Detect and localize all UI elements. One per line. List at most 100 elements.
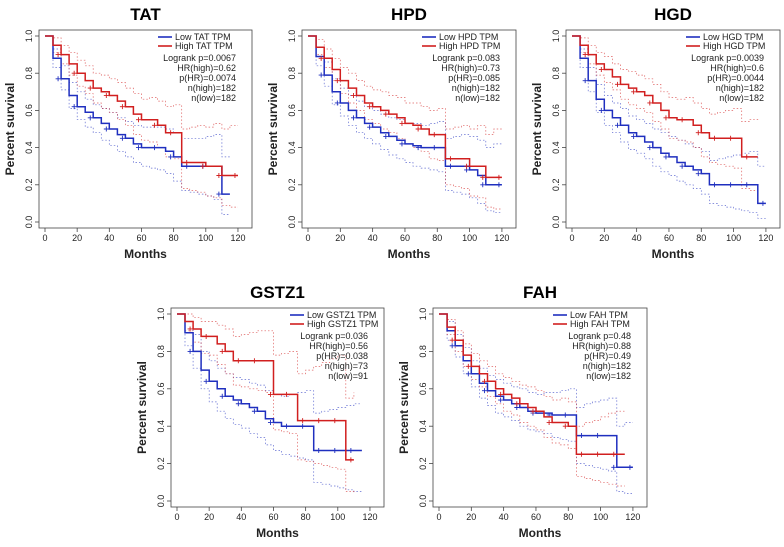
censor-mark-low bbox=[152, 145, 158, 151]
y-tick-label: 1.0 bbox=[156, 308, 166, 321]
censor-mark-high bbox=[464, 163, 470, 169]
censor-mark-high bbox=[168, 130, 174, 136]
censor-mark-low bbox=[728, 182, 734, 188]
y-tick-label: 0.0 bbox=[156, 495, 166, 508]
censor-mark-high bbox=[348, 457, 354, 463]
censor-mark-low bbox=[663, 154, 669, 160]
legend-label: Low HPD TPM bbox=[439, 32, 498, 42]
censor-mark-low bbox=[216, 191, 222, 197]
ci-lower-high bbox=[45, 35, 238, 208]
y-tick-label: 0.2 bbox=[287, 179, 297, 192]
y-tick-label: 0.4 bbox=[418, 420, 428, 433]
censor-mark-low bbox=[711, 182, 717, 188]
panel-title: TAT bbox=[130, 5, 161, 24]
censor-mark-low bbox=[598, 107, 604, 113]
stat-line: n(low)=182 bbox=[191, 93, 236, 103]
stat-line: p(HR)=0.0074 bbox=[179, 73, 236, 83]
survival-curve-high bbox=[439, 313, 625, 456]
y-tick-label: 0.2 bbox=[418, 457, 428, 470]
ci-upper-low bbox=[177, 313, 362, 414]
censor-mark-low bbox=[367, 124, 373, 130]
censor-mark-low bbox=[55, 76, 61, 82]
y-tick-label: 1.0 bbox=[287, 30, 297, 43]
x-tick-label: 20 bbox=[72, 233, 82, 243]
stat-line: Logrank p=0.0039 bbox=[691, 53, 764, 63]
censor-mark-high bbox=[235, 358, 241, 364]
x-tick-label: 80 bbox=[301, 512, 311, 522]
censor-mark-low bbox=[383, 133, 389, 139]
x-tick-label: 40 bbox=[236, 512, 246, 522]
survival-curve-low bbox=[439, 313, 633, 469]
x-tick-label: 0 bbox=[569, 233, 574, 243]
x-tick-label: 20 bbox=[204, 512, 214, 522]
y-tick-label: 0.4 bbox=[156, 420, 166, 433]
stat-line: HR(high)=0.62 bbox=[177, 63, 236, 73]
censor-mark-low bbox=[348, 448, 354, 454]
censor-mark-low bbox=[350, 115, 356, 121]
stat-line: n(high)=73 bbox=[325, 361, 368, 371]
censor-mark-high bbox=[332, 418, 338, 424]
stat-line: n(low)=182 bbox=[586, 371, 631, 381]
censor-mark-high bbox=[383, 111, 389, 117]
stat-line: Logrank p=0.0067 bbox=[163, 53, 236, 63]
stat-line: n(high)=182 bbox=[716, 83, 764, 93]
censor-mark-high bbox=[582, 52, 588, 58]
x-tick-label: 60 bbox=[531, 512, 541, 522]
ci-upper-high bbox=[572, 35, 759, 122]
censor-mark-high bbox=[284, 391, 290, 397]
censor-mark-low bbox=[582, 78, 588, 84]
legend-label: Low GSTZ1 TPM bbox=[307, 310, 376, 320]
survival-curve-high bbox=[308, 35, 502, 179]
y-tick-label: 0.6 bbox=[287, 104, 297, 117]
stat-line: HR(high)=0.73 bbox=[441, 63, 500, 73]
censor-mark-high bbox=[316, 418, 322, 424]
x-axis-title: Months bbox=[652, 247, 695, 261]
x-tick-label: 0 bbox=[436, 512, 441, 522]
censor-mark-high bbox=[350, 93, 356, 99]
x-tick-label: 60 bbox=[136, 233, 146, 243]
km-panel-hpd: HPD 0 20 40 60 80 100 120 0.0 0.2 0.4 0.6 0.8 1.0 Mont… bbox=[266, 5, 517, 261]
stat-line: HR(high)=0.56 bbox=[309, 341, 368, 351]
censor-mark-high bbox=[449, 337, 455, 343]
y-axis-title: Percent survival bbox=[135, 361, 149, 454]
censor-mark-low bbox=[465, 371, 471, 377]
y-tick-label: 0.0 bbox=[287, 216, 297, 229]
censor-mark-high bbox=[103, 93, 109, 99]
censor-mark-high bbox=[300, 418, 306, 424]
censor-mark-high bbox=[152, 122, 158, 128]
censor-mark-high bbox=[546, 419, 552, 425]
censor-mark-low bbox=[498, 397, 504, 403]
censor-mark-high bbox=[496, 174, 502, 180]
censor-mark-low bbox=[187, 348, 193, 354]
censor-mark-low bbox=[300, 423, 306, 429]
x-tick-label: 120 bbox=[494, 233, 509, 243]
x-tick-label: 40 bbox=[104, 233, 114, 243]
censor-mark-high bbox=[431, 132, 437, 138]
censor-mark-low bbox=[578, 433, 584, 439]
censor-mark-high bbox=[695, 130, 701, 136]
x-tick-label: 40 bbox=[368, 233, 378, 243]
censor-mark-low bbox=[627, 464, 633, 470]
censor-mark-low bbox=[480, 182, 486, 188]
y-tick-label: 1.0 bbox=[24, 30, 34, 43]
stat-line: n(high)=182 bbox=[188, 83, 236, 93]
panel-title: FAH bbox=[523, 283, 557, 302]
censor-mark-low bbox=[744, 182, 750, 188]
censor-mark-low bbox=[695, 171, 701, 177]
km-panel-gstz1: GSTZ1 0 20 40 60 80 100 120 0.0 0.2 0.4 0.6 0.8 1.0 Mo… bbox=[135, 283, 385, 540]
y-tick-label: 0.0 bbox=[418, 495, 428, 508]
y-tick-label: 0.0 bbox=[551, 216, 561, 229]
censor-mark-high bbox=[216, 173, 222, 178]
km-panel-tat: TAT 0 20 40 60 80 100 120 0.0 0.2 0.4 0.6 0.8 1.0 Mont… bbox=[3, 5, 253, 261]
censor-mark-high bbox=[399, 120, 405, 126]
censor-mark-low bbox=[481, 388, 487, 394]
stat-line: n(low)=91 bbox=[328, 371, 368, 381]
x-tick-label: 20 bbox=[335, 233, 345, 243]
x-tick-label: 80 bbox=[169, 233, 179, 243]
legend-label: Low HGD TPM bbox=[703, 32, 763, 42]
ci-lower-low bbox=[572, 35, 766, 219]
censor-mark-low bbox=[267, 419, 273, 425]
stat-line: Logrank p=0.036 bbox=[300, 331, 368, 341]
x-tick-label: 0 bbox=[42, 233, 47, 243]
censor-mark-high bbox=[663, 115, 669, 121]
